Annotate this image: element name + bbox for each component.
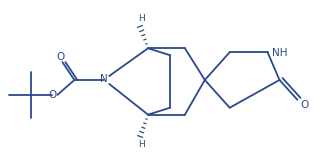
Text: O: O bbox=[300, 100, 308, 110]
Text: NH: NH bbox=[272, 48, 287, 58]
Text: O: O bbox=[48, 90, 57, 100]
Text: O: O bbox=[56, 52, 64, 62]
Text: N: N bbox=[100, 74, 108, 84]
Text: H: H bbox=[138, 14, 145, 23]
Text: H: H bbox=[138, 140, 145, 149]
